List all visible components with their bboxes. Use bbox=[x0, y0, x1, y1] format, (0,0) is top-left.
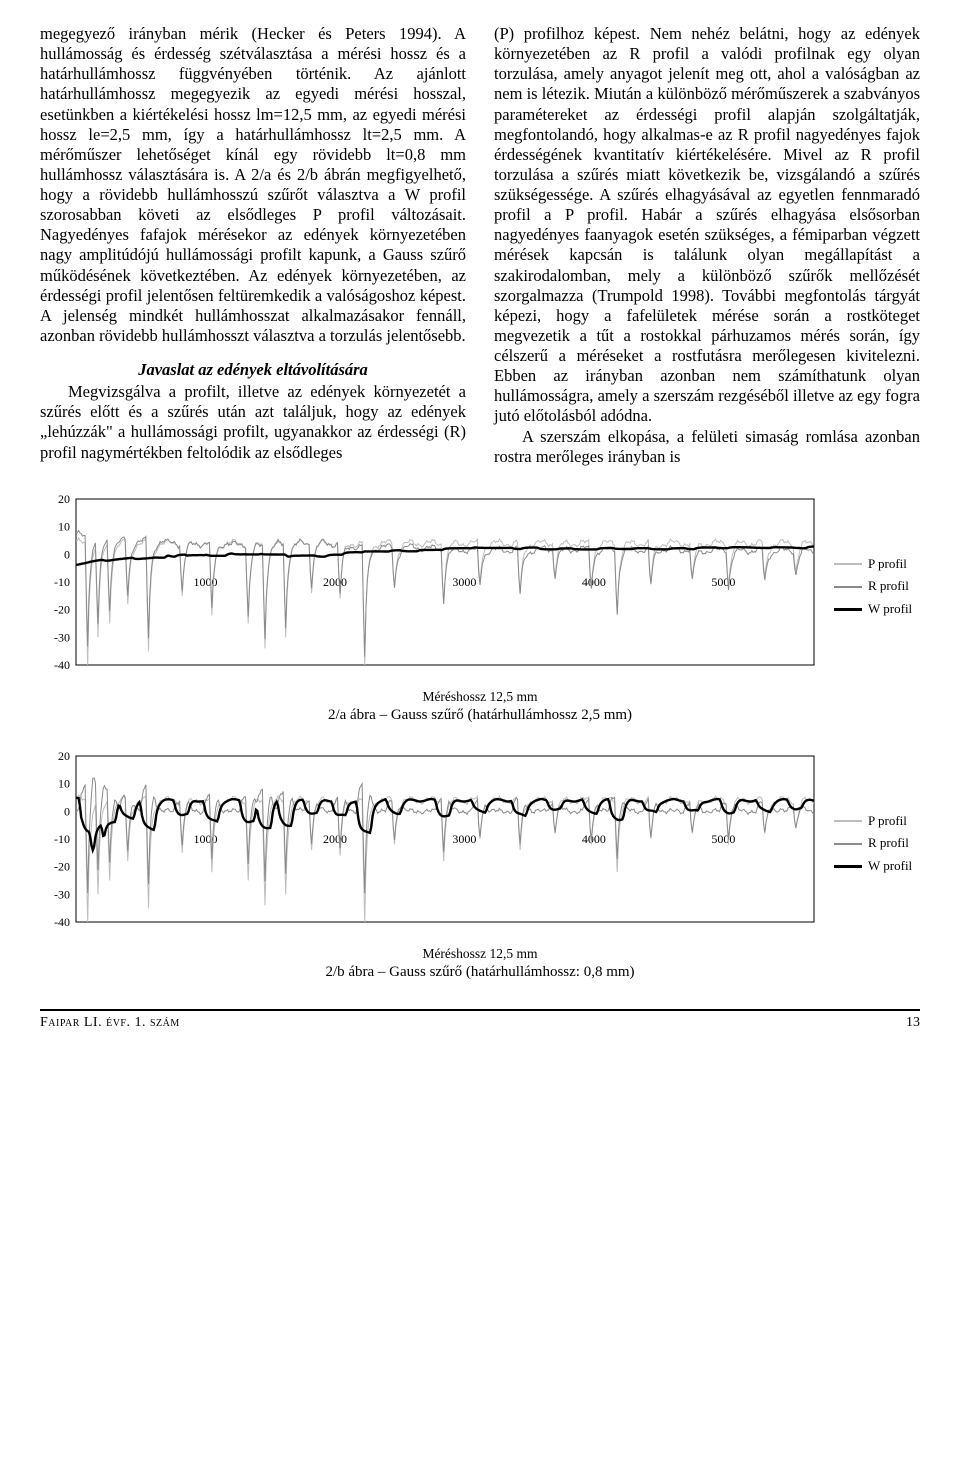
legend-r: R profil bbox=[868, 576, 909, 597]
paragraph-1: megegyező irányban mérik (Hecker és Pete… bbox=[40, 24, 466, 346]
svg-text:2000: 2000 bbox=[323, 832, 347, 846]
svg-text:10: 10 bbox=[58, 519, 70, 533]
chart-2b-caption: 2/b ábra – Gauss szűrő (határhullámhossz… bbox=[40, 964, 920, 981]
legend-p: P profil bbox=[868, 554, 907, 575]
svg-text:10: 10 bbox=[58, 776, 70, 790]
legend-w: W profil bbox=[868, 856, 912, 877]
chart-2b-legend: P profil R profil W profil bbox=[834, 811, 912, 879]
legend-p: P profil bbox=[868, 811, 907, 832]
chart-2b-plot: -40-30-20-100102010002000300040005000 bbox=[40, 750, 820, 940]
paragraph-2: Megvizsgálva a profilt, illetve az edény… bbox=[40, 382, 466, 463]
chart-2a-legend: P profil R profil W profil bbox=[834, 554, 912, 622]
svg-text:3000: 3000 bbox=[452, 575, 476, 589]
svg-text:4000: 4000 bbox=[582, 832, 606, 846]
section-heading: Javaslat az edények eltávolítására bbox=[40, 360, 466, 380]
svg-text:5000: 5000 bbox=[711, 575, 735, 589]
body-text-columns: megegyező irányban mérik (Hecker és Pete… bbox=[40, 24, 920, 467]
chart-2a-plot: -40-30-20-100102010002000300040005000 bbox=[40, 493, 820, 683]
svg-text:0: 0 bbox=[64, 804, 70, 818]
footer-page-number: 13 bbox=[906, 1015, 920, 1031]
svg-text:5000: 5000 bbox=[711, 832, 735, 846]
svg-text:-30: -30 bbox=[54, 887, 70, 901]
chart-2a-caption: 2/a ábra – Gauss szűrő (határhullámhossz… bbox=[40, 707, 920, 724]
svg-text:-10: -10 bbox=[54, 832, 70, 846]
svg-text:-40: -40 bbox=[54, 658, 70, 672]
svg-text:4000: 4000 bbox=[582, 575, 606, 589]
paragraph-4: A szerszám elkopása, a felületi simaság … bbox=[494, 427, 920, 467]
paragraph-3: (P) profilhoz képest. Nem nehéz belátni,… bbox=[494, 24, 920, 427]
svg-text:-10: -10 bbox=[54, 575, 70, 589]
svg-text:-20: -20 bbox=[54, 602, 70, 616]
chart-2b-axis-label: Méréshossz 12,5 mm bbox=[40, 946, 920, 962]
legend-w: W profil bbox=[868, 599, 912, 620]
chart-2b: -40-30-20-100102010002000300040005000 P … bbox=[40, 750, 920, 981]
svg-text:20: 20 bbox=[58, 493, 70, 506]
svg-text:-40: -40 bbox=[54, 915, 70, 929]
page-footer: Faipar LI. évf. 1. szám 13 bbox=[40, 1009, 920, 1031]
svg-text:0: 0 bbox=[64, 547, 70, 561]
svg-text:20: 20 bbox=[58, 750, 70, 763]
chart-2a-axis-label: Méréshossz 12,5 mm bbox=[40, 689, 920, 705]
svg-text:-30: -30 bbox=[54, 630, 70, 644]
legend-r: R profil bbox=[868, 833, 909, 854]
svg-text:3000: 3000 bbox=[452, 832, 476, 846]
svg-text:2000: 2000 bbox=[323, 575, 347, 589]
footer-left: Faipar LI. évf. 1. szám bbox=[40, 1015, 180, 1031]
chart-2a: -40-30-20-100102010002000300040005000 P … bbox=[40, 493, 920, 724]
svg-text:-20: -20 bbox=[54, 859, 70, 873]
